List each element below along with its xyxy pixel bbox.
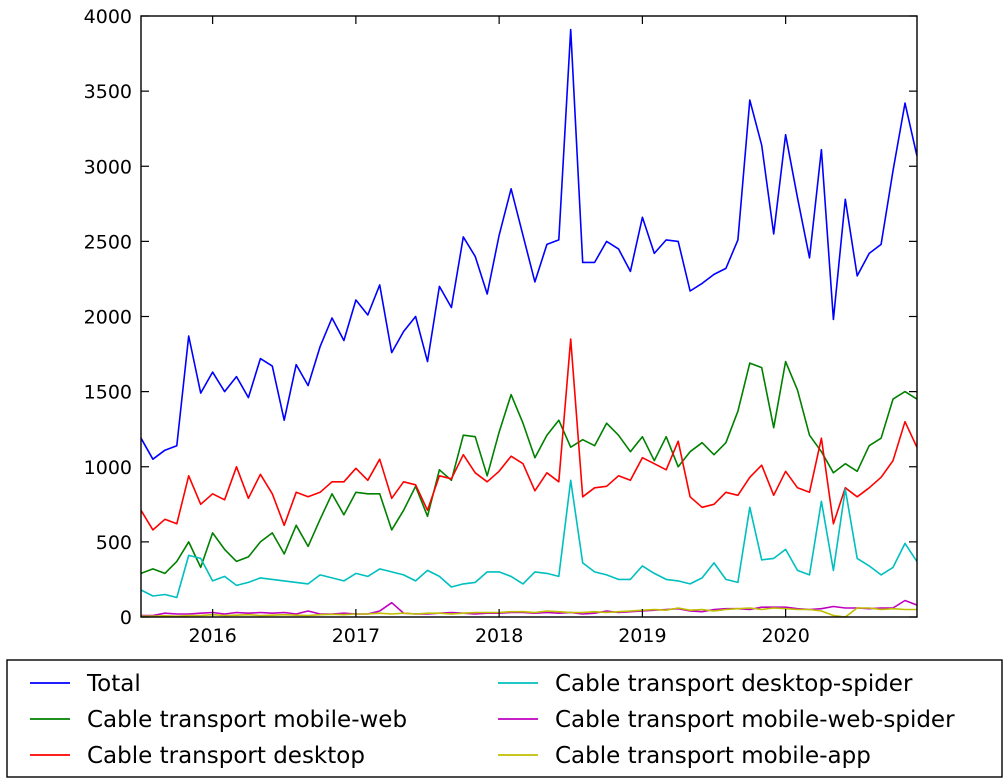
y-tick-label: 2000 <box>84 307 132 329</box>
legend-label-mobile-web-spider: Cable transport mobile-web-spider <box>555 707 955 733</box>
y-tick-label: 4000 <box>84 6 132 28</box>
x-tick-label: 2020 <box>761 625 809 647</box>
series-line-desktop <box>140 338 918 531</box>
series-line-mobile-web <box>140 360 918 575</box>
series-line-total <box>140 28 918 461</box>
x-tick-label: 2019 <box>618 625 666 647</box>
y-tick-label: 1500 <box>84 382 132 404</box>
x-tick-label: 2017 <box>332 625 380 647</box>
y-tick-label: 3000 <box>84 156 132 178</box>
y-tick-label: 0 <box>120 607 132 629</box>
axes: 0 500 1000 1500 2000 2500 3000 3500 4000 2016 2017… <box>84 6 917 647</box>
series-lines <box>140 28 918 618</box>
y-tick-label: 2500 <box>84 231 132 253</box>
y-tick-label: 3500 <box>84 81 132 103</box>
plot-area-frame <box>140 15 918 618</box>
x-tick-label: 2016 <box>188 625 236 647</box>
y-tick-label: 1000 <box>84 457 132 479</box>
legend-label-desktop-spider: Cable transport desktop-spider <box>555 671 913 697</box>
legend-label-mobile-web: Cable transport mobile-web <box>87 707 407 733</box>
legend-label-mobile-app: Cable transport mobile-app <box>555 743 871 769</box>
x-tick-label: 2018 <box>475 625 523 647</box>
series-line-mobile-app <box>141 607 917 618</box>
series-line-mobile-web-spider <box>141 599 918 617</box>
series-line-desktop-spider <box>140 479 918 599</box>
y-tick-label: 500 <box>96 532 132 554</box>
legend: Total Cable transport mobile-web Cable tra… <box>6 659 1003 778</box>
legend-label-total: Total <box>86 671 141 697</box>
legend-label-desktop: Cable transport desktop <box>87 743 365 769</box>
